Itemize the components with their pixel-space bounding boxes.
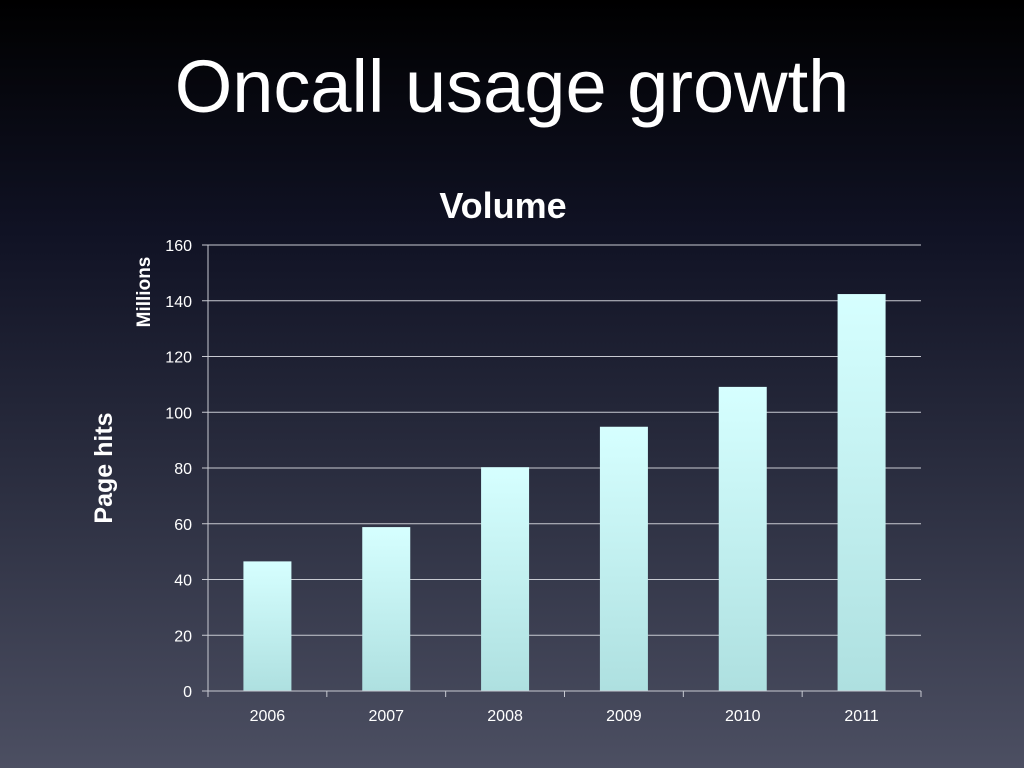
- x-tick-label: 2006: [250, 708, 286, 725]
- x-tick-label: 2011: [844, 708, 879, 725]
- y-tick-label: 120: [165, 350, 192, 367]
- x-tick-label: 2007: [368, 708, 404, 725]
- y-tick-label: 80: [174, 461, 192, 478]
- bar-2010: [718, 386, 767, 691]
- bar-2008: [481, 467, 530, 691]
- y-tick-label: 0: [183, 684, 192, 701]
- gridlines: [202, 244, 921, 692]
- y-tick-label: 100: [165, 405, 192, 422]
- x-tick-label: 2008: [487, 708, 523, 725]
- bar-2006: [243, 561, 292, 691]
- bars: [243, 294, 886, 691]
- axes: [207, 245, 922, 697]
- x-tick-label: 2009: [606, 708, 642, 725]
- y-tick-label: 140: [165, 294, 192, 311]
- bar-2007: [362, 527, 411, 691]
- y-tick-label: 60: [174, 517, 192, 534]
- slide-title: Oncall usage growth: [174, 45, 850, 128]
- y-axis-unit-label: Millions: [134, 257, 155, 328]
- bar-2011: [837, 294, 886, 691]
- y-tick-labels: 0 20 40 60 80 100 120 140 160: [165, 238, 192, 701]
- y-tick-label: 40: [174, 573, 192, 590]
- x-tick-labels: 2006 2007 2008 2009 2010 2011: [250, 708, 879, 725]
- y-tick-label: 20: [174, 628, 192, 645]
- bar-2009: [599, 426, 648, 691]
- y-tick-label: 160: [165, 238, 192, 255]
- chart-title: Volume: [439, 185, 566, 226]
- x-tick-label: 2010: [725, 708, 761, 725]
- y-axis-label: Page hits: [90, 412, 118, 523]
